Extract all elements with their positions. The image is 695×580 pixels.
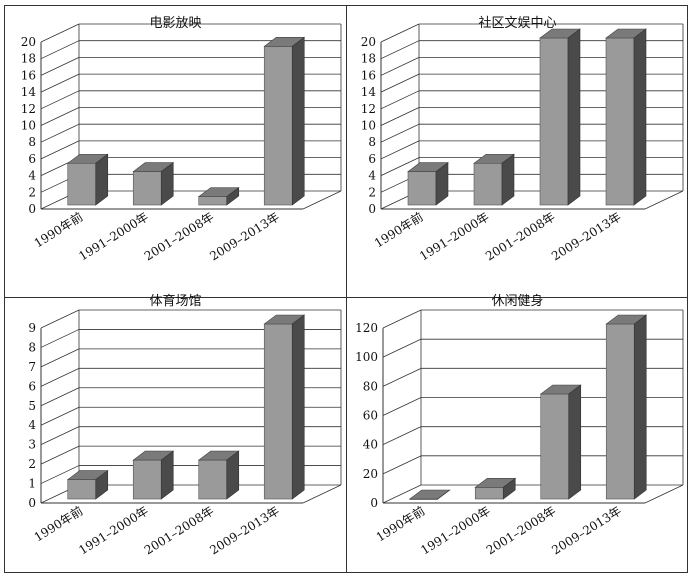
- y-tick-label: 60: [363, 409, 378, 423]
- chart-panel-community-center: 0 2 4 6 8 10 12 14 16 18 20 1990年前 1991–2000年 2001–20…: [347, 6, 688, 297]
- y-tick-label: 14: [361, 85, 377, 99]
- x-tick-label: 1990年前: [373, 503, 427, 545]
- y-tick-label: 20: [361, 35, 376, 49]
- bar: [407, 162, 449, 206]
- y-tick-label: 120: [355, 321, 378, 335]
- y-tick-label: 4: [28, 169, 36, 183]
- plot-walls: [382, 310, 684, 504]
- chart-svg: 0 2 4 6 8 10 12 14 16 18 20 1990年前1991–2000年2001–20…: [361, 23, 684, 264]
- y-tick-label: 2: [28, 185, 36, 199]
- y-tick-label: 10: [361, 119, 376, 133]
- gridline: [380, 23, 683, 43]
- y-tick-label: 0: [370, 496, 378, 510]
- y-tick-label: 40: [363, 438, 378, 452]
- x-tick-label: 1991–2000年: [417, 210, 491, 264]
- x-tick-label: 1990年前: [31, 209, 85, 251]
- y-tick-label: 20: [363, 467, 378, 481]
- chart-panel-sports-venue: 0 1 2 3 4 5 6 7 8 9 1990年前 1991–2000年 2001–2008年 2009…: [5, 294, 346, 573]
- y-tick-label: 4: [368, 169, 376, 183]
- y-tick-label: 100: [355, 350, 378, 364]
- x-tick-label: 1991–2000年: [418, 504, 492, 558]
- bar: [539, 384, 582, 500]
- bar: [474, 477, 517, 500]
- x-tick-label: 2009–2013年: [549, 504, 623, 558]
- y-tick-label: 6: [28, 152, 36, 166]
- bar: [197, 450, 240, 500]
- y-tick-label: 18: [361, 52, 376, 66]
- plot-walls: [40, 310, 342, 504]
- gridline: [382, 309, 683, 329]
- y-tick-label: 0: [368, 202, 376, 216]
- bar: [263, 314, 306, 500]
- y-tick-label: 16: [361, 68, 376, 82]
- bar: [132, 162, 175, 206]
- y-tick-label: 20: [21, 35, 36, 49]
- chart-title: 休闲健身: [491, 294, 544, 309]
- y-tick-label: 7: [28, 360, 36, 374]
- chart-title: 社区文娱中心: [478, 16, 557, 31]
- gridline: [40, 23, 341, 43]
- y-tick-label: 80: [363, 379, 378, 393]
- y-tick-label: 2: [368, 185, 376, 199]
- y-tick-label: 6: [368, 152, 376, 166]
- bar: [605, 314, 648, 500]
- y-tick-label: 0: [28, 202, 36, 216]
- x-tick-label: 1991–2000年: [76, 210, 150, 264]
- bar: [132, 450, 175, 500]
- chart-grid: 0 2 4 6 8 10 12 14 16 18 20 1990年前 1991–2000年 2001–20…: [4, 5, 688, 573]
- y-tick-label: 0: [28, 496, 36, 510]
- bar: [473, 153, 515, 206]
- x-tick-label: 2009–2013年: [207, 504, 281, 558]
- y-tick-label: 2: [28, 457, 36, 471]
- panel-divider-horizontal: [5, 297, 687, 298]
- x-tick-label: 1990年前: [371, 209, 425, 251]
- bar: [66, 153, 109, 206]
- y-tick-label: 5: [28, 399, 36, 413]
- chart-svg: 0 1 2 3 4 5 6 7 8 9 1990年前1991–2000年2001–2008年2009…: [28, 309, 342, 558]
- x-tick-label: 1991–2000年: [76, 504, 150, 558]
- y-tick-label: 18: [21, 52, 36, 66]
- y-tick-label: 4: [28, 418, 36, 432]
- x-tick-label: 2001–2008年: [483, 210, 557, 264]
- x-tick-label: 2001–2008年: [142, 210, 216, 264]
- y-tick-label: 10: [21, 119, 36, 133]
- plot-walls: [40, 24, 342, 210]
- y-tick-label: 3: [28, 438, 36, 452]
- chart-panel-movie: 0 2 4 6 8 10 12 14 16 18 20 1990年前 1991–2000年 2001–20…: [5, 6, 346, 297]
- chart-svg: 0 20 40 60 80 100 120 1990年前1991–2000年2001–2008…: [355, 309, 684, 558]
- chart-title: 电影放映: [149, 16, 202, 31]
- y-tick-label: 14: [21, 85, 37, 99]
- bar: [66, 469, 109, 500]
- chart-svg: 0 2 4 6 8 10 12 14 16 18 20 1990年前1991–2000年2001–20…: [21, 23, 342, 264]
- y-tick-label: 1: [28, 477, 36, 491]
- y-tick-label: 8: [28, 135, 36, 149]
- y-tick-label: 6: [28, 379, 36, 393]
- x-tick-label: 2001–2008年: [484, 504, 558, 558]
- y-tick-label: 8: [368, 135, 376, 149]
- y-tick-label: 16: [21, 68, 36, 82]
- bar: [539, 28, 581, 206]
- gridline: [40, 309, 341, 329]
- x-tick-label: 2001–2008年: [142, 504, 216, 558]
- y-tick-label: 8: [28, 340, 36, 354]
- y-tick-label: 12: [361, 102, 376, 116]
- bar: [197, 187, 240, 206]
- x-tick-label: 2009–2013年: [549, 210, 623, 264]
- bar: [263, 36, 306, 206]
- chart-title: 体育场馆: [149, 294, 202, 309]
- chart-panel-leisure-fitness: 0 20 40 60 80 100 120 1990年前 1991–2000年 2001–2008…: [347, 294, 688, 573]
- bar: [408, 489, 451, 500]
- x-tick-label: 1990年前: [31, 503, 85, 545]
- panel-divider-vertical: [346, 6, 347, 572]
- x-tick-label: 2009–2013年: [207, 210, 281, 264]
- bar: [605, 28, 647, 206]
- y-tick-label: 12: [21, 102, 36, 116]
- y-tick-label: 9: [28, 321, 36, 335]
